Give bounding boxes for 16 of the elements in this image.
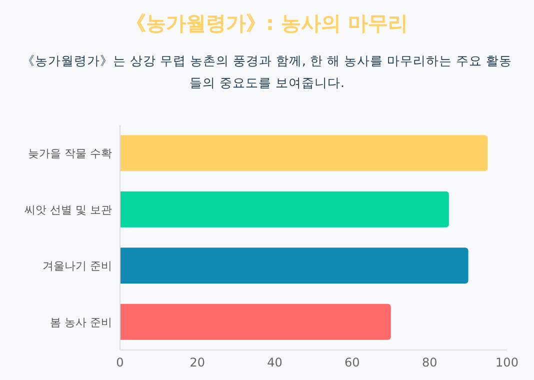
chart-subtitle: 《농가월령가》는 상강 무렵 농촌의 풍경과 함께, 한 해 농사를 마무리하는 주요 활동들의 중요도를 보여줍니다.	[21, 52, 513, 92]
y-tick-label: 늦가을 작물 수확	[28, 147, 112, 160]
x-tick-label: 100	[496, 356, 518, 370]
x-tick-label: 20	[190, 356, 206, 370]
x-tick-label: 0	[116, 356, 124, 370]
y-tick-label: 씨앗 선별 및 보관	[24, 203, 112, 216]
x-tick-label: 40	[267, 356, 282, 370]
bar	[120, 191, 449, 228]
y-tick-label: 겨울나기 준비	[42, 260, 112, 273]
chart-title: 《농가월령가》: 농사의 마무리	[125, 10, 409, 37]
y-tick-label: 봄 농사 준비	[50, 316, 112, 329]
bar	[120, 248, 468, 284]
bar	[120, 135, 488, 172]
bar	[120, 304, 391, 340]
x-tick-label: 80	[422, 356, 438, 370]
x-tick-label: 60	[344, 356, 360, 370]
